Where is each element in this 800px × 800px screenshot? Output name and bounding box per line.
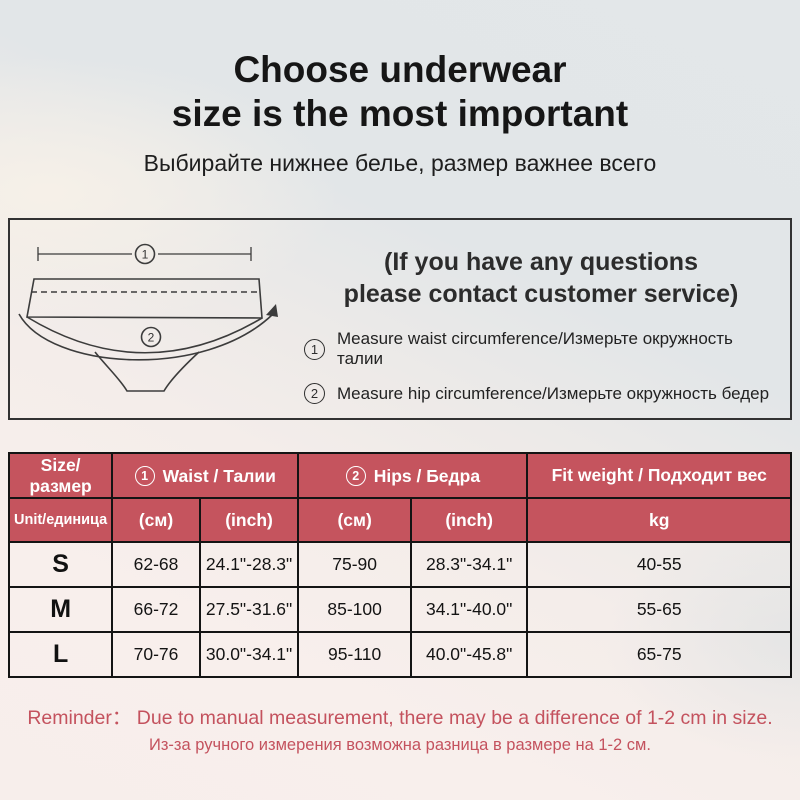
waist-label-circle [134,243,156,265]
header-fit-weight: Fit weight / Подходит вес [526,452,792,499]
page-title-line1: Choose underwear [233,49,567,90]
reminder-footer: Reminder： Due to manual measurement, the… [0,701,800,755]
cell-hips-cm: 75-90 [297,541,412,588]
header-hips: 2 Hips / Бедра [297,452,529,499]
measure-instructions: 1 Measure waist circumference/Измерьте о… [300,329,782,404]
table-unit-row: Unit/единица (см) (inch) (см) (inch) kg [7,497,792,543]
hem-curve [26,316,263,354]
cell-waist-cm: 70-76 [111,631,201,678]
circled-number-1-icon: 1 [304,338,325,360]
waistband-outline [26,278,263,319]
size-chart-table: Size/размер 1 Waist / Талии 2 Hips / Бедра… [7,452,792,678]
note-line1: (If you have any questions [384,248,698,276]
page-title: Choose underwear size is the most import… [0,48,800,136]
cell-hips-inch: 28.3"-34.1" [409,541,529,588]
unit-label: Unit/единица [7,497,114,543]
cell-waist-cm: 62-68 [111,541,201,588]
header-size: Size/размер [7,452,114,499]
cell-hips-cm: 95-110 [297,631,412,678]
waist-label-number: 1 [142,248,149,262]
list-item: 1 Measure waist circumference/Измерьте о… [304,329,782,369]
cell-weight: 65-75 [526,631,792,678]
cell-waist-inch: 30.0"-34.1" [198,631,300,678]
reminder-line1: Reminder： Due to manual measurement, the… [27,707,773,729]
unit-waist-inch: (inch) [198,497,300,543]
cell-waist-inch: 24.1"-28.3" [198,541,300,588]
page-header: Choose underwear size is the most import… [0,48,800,177]
cell-weight: 55-65 [526,586,792,633]
list-item: 2 Measure hip circumference/Измерьте окр… [304,383,782,404]
customer-service-note: (If you have any questions please contac… [300,246,782,310]
measure-waist-text: Measure waist circumference/Измерьте окр… [337,329,733,368]
header-hips-label: Hips / Бедра [373,465,481,486]
hip-tape-curve [18,313,274,361]
arrow-icon [266,304,278,317]
table-row: S 62-68 24.1"-28.3" 75-90 28.3"-34.1" 40… [7,541,792,588]
table-row: L 70-76 30.0"-34.1" 95-110 40.0"-45.8" 6… [7,631,792,678]
unit-hips-cm: (см) [297,497,412,543]
note-line2: please contact customer service) [343,280,739,308]
cell-size: S [7,541,114,588]
hip-label-number: 2 [148,331,155,345]
circled-number-2-icon: 2 [304,383,325,404]
header-waist-label: Waist / Талии [162,465,276,486]
cell-hips-inch: 34.1"-40.0" [409,586,529,633]
unit-waist-cm: (см) [111,497,201,543]
cell-waist-inch: 27.5"-31.6" [198,586,300,633]
measurement-panel: 1 2 (If you have any questions please co… [8,218,792,420]
page-subtitle-ru: Выбирайте нижнее белье, размер важнее вс… [143,150,657,176]
circled-number-2-icon: 2 [345,466,366,487]
unit-hips-inch: (inch) [409,497,529,543]
cell-waist-cm: 66-72 [111,586,201,633]
cell-hips-inch: 40.0"-45.8" [409,631,529,678]
cell-weight: 40-55 [526,541,792,588]
underwear-measurement-diagram: 1 2 [18,243,278,392]
circled-number-1-icon: 1 [134,466,155,487]
crotch-outline [94,351,200,392]
cell-size: M [7,586,114,633]
reminder-line2: Из-за ручного измерения возможна разница… [149,736,651,754]
header-waist: 1 Waist / Талии [111,452,300,499]
cell-hips-cm: 85-100 [297,586,412,633]
measure-hip-text: Measure hip circumference/Измерьте окруж… [337,383,770,403]
panel-text-area: (If you have any questions please contac… [300,220,782,404]
unit-weight-kg: kg [526,497,792,543]
hip-label-circle [140,326,162,348]
cell-size: L [7,631,114,678]
table-header-row: Size/размер 1 Waist / Талии 2 Hips / Бедра… [7,452,792,499]
table-row: M 66-72 27.5"-31.6" 85-100 34.1"-40.0" 5… [7,586,792,633]
page-title-line2: size is the most important [171,93,629,134]
